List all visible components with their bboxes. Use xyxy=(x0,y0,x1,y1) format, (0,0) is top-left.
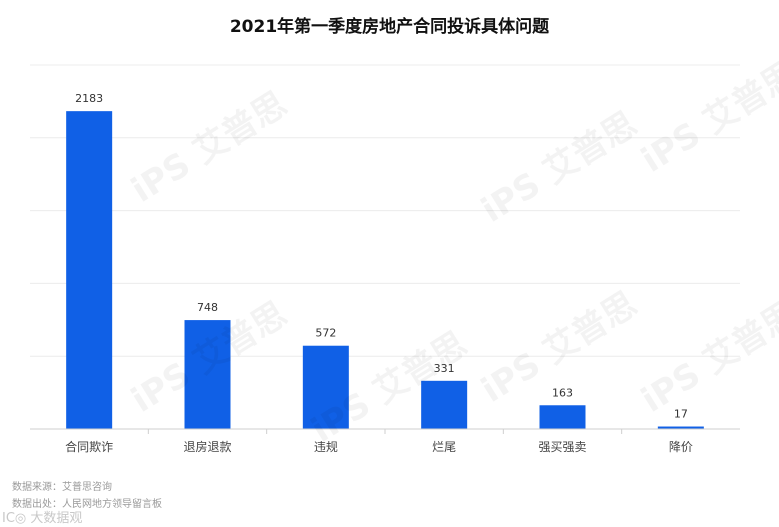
bar xyxy=(539,405,586,429)
x-tick-label: 违规 xyxy=(314,439,338,454)
corner-watermark: IC◎ 大数据观 xyxy=(2,511,83,526)
x-tick-label: 退房退款 xyxy=(183,439,231,454)
bar xyxy=(66,111,113,429)
bar xyxy=(302,345,349,429)
bars xyxy=(66,111,704,429)
data-source-text: 数据来源：艾普思咨询 xyxy=(12,482,112,493)
data-label: 331 xyxy=(434,362,455,375)
bar-chart: 2183 748 572 331 163 17 合同欺诈 退房退款 违规 烂尾 强买强卖 降价 xyxy=(30,64,740,454)
data-label: 17 xyxy=(674,408,688,421)
data-label: 163 xyxy=(552,386,573,399)
data-labels: 2183 748 572 331 163 17 xyxy=(75,92,688,420)
data-label: 748 xyxy=(197,301,218,314)
bar xyxy=(657,426,704,429)
data-origin-text: 数据出处：人民网地方领导留言板 xyxy=(12,499,162,510)
bar xyxy=(184,320,231,429)
x-axis: 合同欺诈 退房退款 违规 烂尾 强买强卖 降价 xyxy=(30,428,740,454)
x-tick-label: 合同欺诈 xyxy=(65,439,113,454)
gridlines xyxy=(30,64,740,357)
bar xyxy=(421,380,468,429)
x-tick-label: 烂尾 xyxy=(432,440,456,454)
chart-title: 2021年第一季度房地产合同投诉具体问题 xyxy=(229,17,550,37)
x-tick-label: 降价 xyxy=(669,440,693,454)
data-label: 2183 xyxy=(75,92,103,105)
x-tick-label: 强买强卖 xyxy=(538,440,586,454)
data-label: 572 xyxy=(315,327,336,340)
